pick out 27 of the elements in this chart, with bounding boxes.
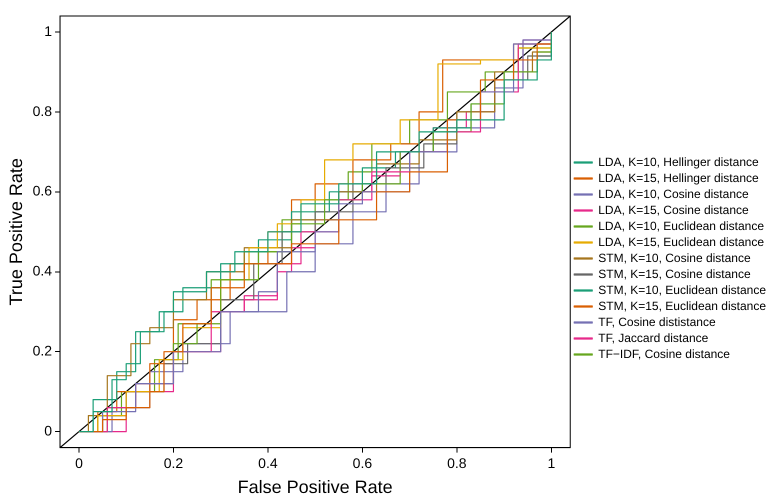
legend-label: STM, K=10, Euclidean distance [598,282,766,297]
y-tick-label: 0.8 [32,102,52,119]
x-tick-label: 0.8 [447,454,467,471]
y-tick-label: 0.2 [32,342,52,359]
y-tick-label: 0.6 [32,182,52,199]
x-axis-title: False Positive Rate [238,477,393,498]
legend-label: STM, K=15, Euclidean distance [598,298,766,313]
y-tick-label: 1 [44,22,52,39]
x-tick-label: 0.6 [352,454,372,471]
legend-label: TF, Cosine dististance [598,314,716,329]
x-tick-label: 0.4 [258,454,278,471]
x-tick-label: 1 [547,454,556,471]
x-tick-label: 0 [75,454,84,471]
legend-label: TF, Jaccard distance [598,330,709,345]
legend-label: LDA, K=10, Cosine distance [598,186,749,201]
x-tick-label: 0.2 [164,454,184,471]
legend-label: LDA, K=15, Hellinger distance [598,170,759,185]
y-tick-label: 0 [44,422,52,438]
legend-label: LDA, K=10, Hellinger distance [598,154,759,169]
legend-label: STM, K=10, Cosine distance [598,250,751,265]
legend-label: LDA, K=10, Euclidean distance [598,218,764,233]
legend-label: TF−IDF, Cosine distance [598,346,730,361]
y-axis-title: True Positive Rate [6,158,26,306]
legend-label: STM, K=15, Cosine distance [598,266,751,281]
legend-label: LDA, K=15, Cosine distance [598,202,749,217]
legend-label: LDA, K=15, Euclidean distance [598,234,764,249]
y-tick-label: 0.4 [32,262,52,279]
